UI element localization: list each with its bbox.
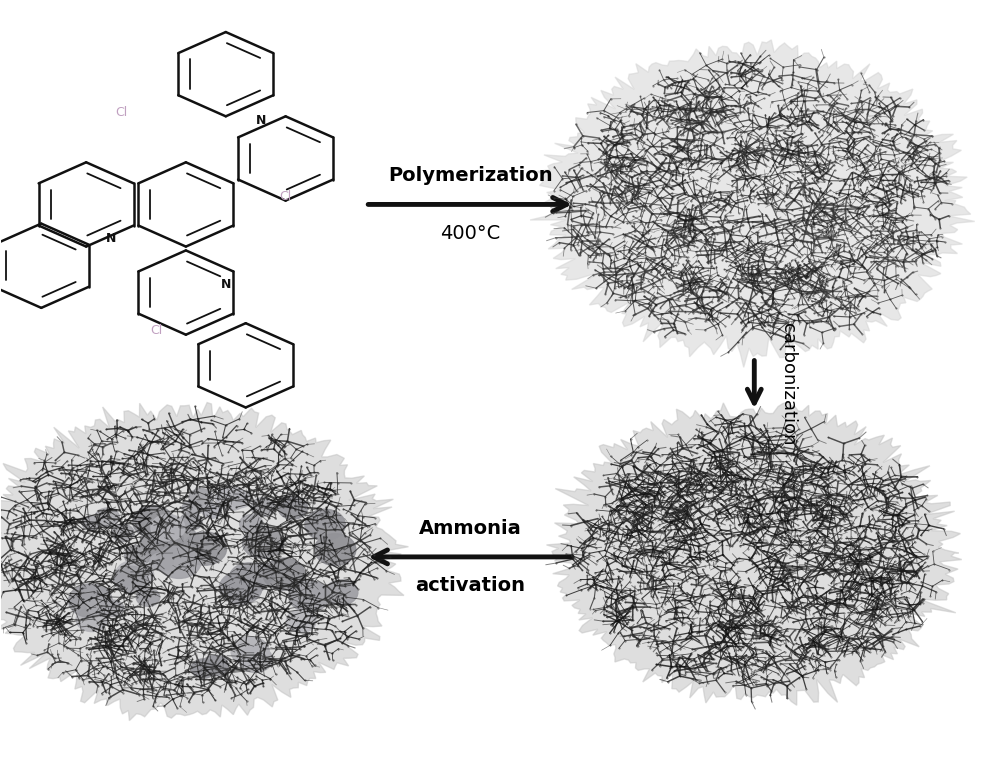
Circle shape (251, 498, 275, 516)
Circle shape (147, 539, 188, 571)
Circle shape (263, 558, 305, 591)
Circle shape (219, 571, 262, 604)
Circle shape (115, 569, 137, 585)
Circle shape (243, 527, 284, 558)
Circle shape (231, 492, 251, 508)
Circle shape (202, 503, 221, 518)
Circle shape (180, 513, 202, 531)
Circle shape (224, 577, 254, 600)
Circle shape (112, 524, 134, 541)
Circle shape (76, 608, 107, 631)
Polygon shape (530, 40, 975, 368)
Circle shape (244, 563, 274, 586)
Circle shape (216, 486, 247, 511)
Circle shape (141, 524, 184, 558)
Circle shape (133, 506, 174, 538)
Circle shape (229, 569, 258, 591)
Circle shape (103, 600, 124, 617)
Polygon shape (547, 403, 962, 705)
Circle shape (150, 553, 173, 571)
Circle shape (183, 532, 227, 565)
Circle shape (87, 596, 114, 616)
Circle shape (278, 497, 307, 519)
Polygon shape (0, 402, 408, 721)
Circle shape (202, 655, 228, 675)
Circle shape (231, 637, 269, 666)
Circle shape (69, 584, 112, 618)
Circle shape (82, 516, 100, 530)
Text: Polymerization: Polymerization (388, 166, 552, 185)
Text: Ammonia: Ammonia (419, 519, 521, 538)
Text: N: N (106, 232, 116, 245)
Text: Cl: Cl (279, 190, 292, 203)
Circle shape (157, 544, 201, 578)
Circle shape (156, 525, 199, 558)
Circle shape (191, 659, 216, 678)
Text: 400°C: 400°C (440, 224, 500, 242)
Text: N: N (221, 278, 231, 291)
Circle shape (286, 610, 316, 632)
Circle shape (114, 566, 148, 592)
Circle shape (289, 581, 330, 612)
Circle shape (136, 588, 160, 606)
Circle shape (124, 545, 151, 566)
Circle shape (229, 563, 269, 594)
Text: activation: activation (415, 576, 525, 595)
Text: Cl: Cl (150, 325, 162, 338)
Circle shape (115, 561, 154, 590)
Text: Cl: Cl (115, 106, 127, 119)
Circle shape (182, 501, 202, 516)
Circle shape (95, 508, 119, 527)
Circle shape (314, 534, 356, 565)
Text: N: N (255, 114, 266, 127)
Circle shape (189, 488, 213, 508)
Text: carbonization: carbonization (779, 323, 797, 446)
Circle shape (240, 514, 263, 533)
Circle shape (305, 509, 345, 541)
Circle shape (238, 646, 272, 672)
Circle shape (151, 514, 185, 541)
Circle shape (325, 580, 358, 605)
